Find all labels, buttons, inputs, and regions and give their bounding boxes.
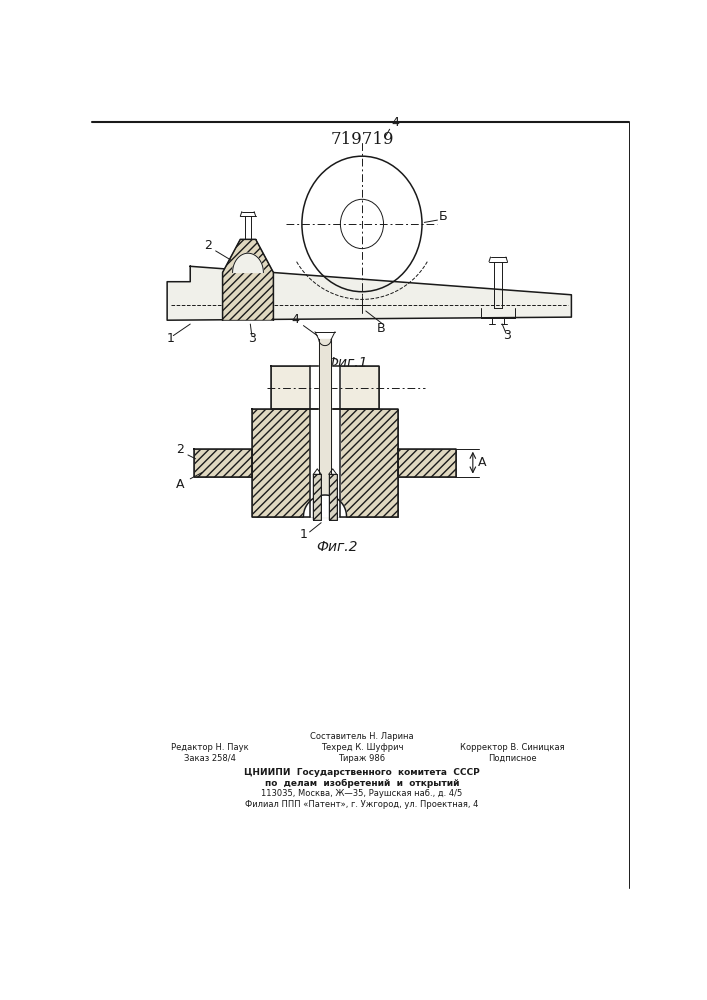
Polygon shape (233, 253, 264, 272)
Text: 4: 4 (391, 116, 399, 129)
Polygon shape (329, 474, 337, 520)
Polygon shape (194, 449, 252, 477)
Text: 4: 4 (292, 313, 300, 326)
Text: 1: 1 (300, 528, 308, 541)
Text: 3: 3 (503, 329, 511, 342)
Text: ЦНИИПИ  Государственного  комитета  СССР: ЦНИИПИ Государственного комитета СССР (244, 768, 480, 777)
Polygon shape (310, 366, 340, 517)
Text: Составитель Н. Ларина: Составитель Н. Ларина (310, 732, 414, 741)
Text: Фиг.1: Фиг.1 (326, 356, 368, 370)
Text: 2: 2 (176, 443, 184, 456)
Text: Корректор В. Синицкая: Корректор В. Синицкая (460, 743, 564, 752)
Text: Заказ 258/4: Заказ 258/4 (184, 754, 235, 763)
Text: Филиал ППП «Патент», г. Ужгород, ул. Проектная, 4: Филиал ППП «Патент», г. Ужгород, ул. Про… (245, 800, 479, 809)
Polygon shape (303, 495, 346, 517)
Text: Фиг.2: Фиг.2 (316, 540, 357, 554)
Text: В: В (377, 322, 385, 335)
Text: 719719: 719719 (330, 131, 394, 148)
Polygon shape (313, 474, 321, 520)
Text: Подписное: Подписное (488, 754, 537, 763)
Polygon shape (398, 449, 456, 477)
Text: Б: Б (439, 210, 448, 223)
Text: A: A (176, 478, 185, 491)
Text: 2: 2 (204, 239, 212, 252)
Text: по  делам  изобретений  и  открытий: по делам изобретений и открытий (264, 778, 460, 788)
Text: Редактор Н. Паук: Редактор Н. Паук (170, 743, 248, 752)
Text: 1: 1 (167, 332, 175, 345)
Text: Тираж 986: Тираж 986 (339, 754, 385, 763)
Polygon shape (319, 339, 331, 517)
Text: A: A (477, 456, 486, 469)
Polygon shape (252, 409, 310, 517)
Polygon shape (271, 366, 310, 409)
Text: 3: 3 (248, 332, 256, 345)
Polygon shape (340, 366, 379, 409)
Polygon shape (340, 409, 398, 517)
Text: Техред К. Шуфрич: Техред К. Шуфрич (321, 743, 403, 752)
Polygon shape (223, 239, 274, 320)
Polygon shape (167, 266, 571, 320)
Text: 113035, Москва, Ж—35, Раушская наб., д. 4/5: 113035, Москва, Ж—35, Раушская наб., д. … (262, 789, 462, 798)
